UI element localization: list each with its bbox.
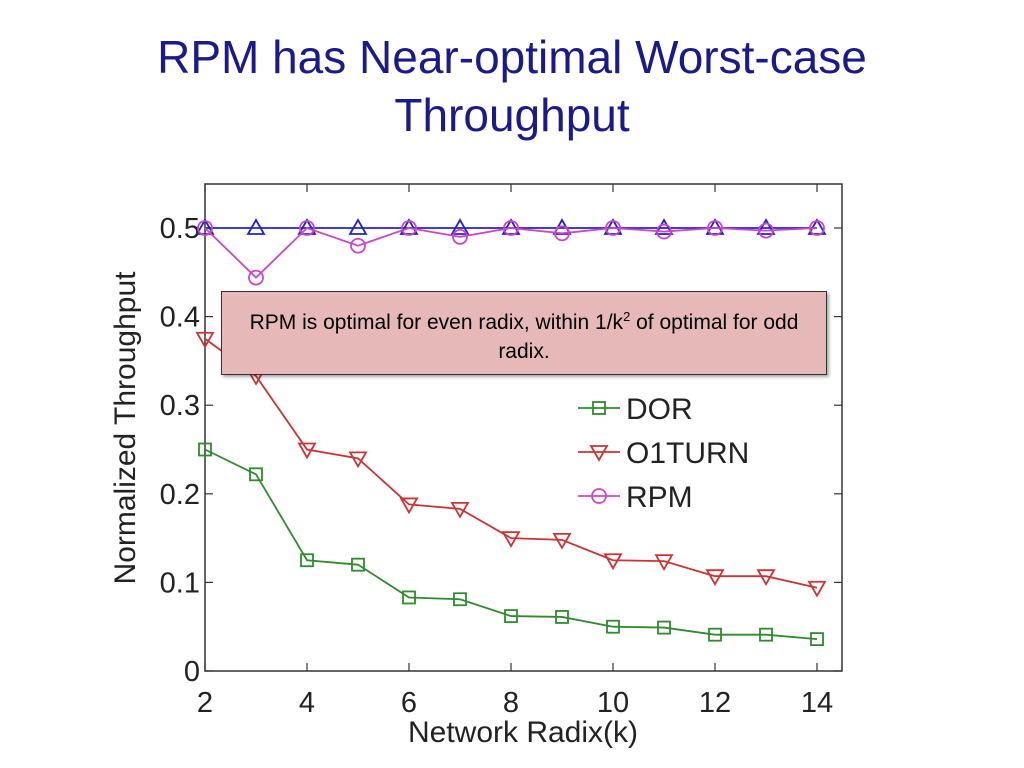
data-point-series-1 <box>501 218 521 235</box>
data-point-rpm <box>809 220 825 236</box>
data-point-o1turn <box>654 554 674 571</box>
data-point-dor <box>759 627 773 642</box>
data-point-rpm <box>503 220 519 236</box>
data-point-dor <box>504 609 518 623</box>
data-point-dor <box>708 627 722 642</box>
data-point-o1turn <box>756 569 776 587</box>
data-point-o1turn <box>807 580 827 598</box>
series-line-dor <box>204 448 818 641</box>
data-point-series-1 <box>195 218 215 235</box>
data-point-series-1 <box>246 218 266 235</box>
data-point-series-1 <box>399 218 419 235</box>
callout-text-before: RPM is optimal for even radix, within 1/… <box>249 311 624 334</box>
x-tick-label: 6 <box>401 687 417 719</box>
data-point-o1turn <box>552 532 572 550</box>
slide-title: RPM has Near-optimal Worst-case Throughp… <box>0 28 1024 144</box>
data-point-rpm <box>401 220 417 236</box>
data-point-o1turn <box>603 553 623 571</box>
data-point-series-1 <box>348 218 368 235</box>
y-tick-label: 0.2 <box>160 479 200 511</box>
data-point-rpm <box>758 222 774 239</box>
legend-label-rpm: RPM <box>626 481 693 514</box>
series-line-rpm <box>204 226 818 279</box>
data-point-series-1 <box>705 218 725 235</box>
data-point-o1turn <box>705 569 725 587</box>
callout-superscript: 2 <box>623 309 631 324</box>
data-point-rpm <box>656 223 672 240</box>
data-point-dor <box>555 610 569 624</box>
x-tick-label: 10 <box>597 687 629 719</box>
data-point-o1turn <box>501 531 521 548</box>
series-o1turn <box>195 331 827 598</box>
slide-title-line-2: Throughput <box>394 89 630 141</box>
data-point-o1turn <box>297 442 317 460</box>
series-dor <box>198 442 824 647</box>
data-point-series-1 <box>450 218 470 235</box>
data-point-rpm <box>554 225 570 242</box>
data-point-rpm <box>605 220 621 236</box>
x-tick-label: 2 <box>197 687 213 719</box>
x-tick-label: 12 <box>699 687 731 719</box>
data-point-dor <box>300 553 314 568</box>
legend: DOR O1TURN RPM <box>578 393 749 514</box>
data-point-rpm <box>299 220 315 236</box>
legend-marker-o1turn <box>589 445 609 462</box>
x-axis-label: Network Radix(k) <box>408 716 638 749</box>
data-point-o1turn <box>450 501 470 519</box>
data-point-series-1 <box>807 218 827 235</box>
axis-ticks: 2 4 6 8 10 12 14 0 0.1 0.2 0.3 0.4 0.5 <box>160 184 842 719</box>
x-tick-label: 14 <box>801 687 833 719</box>
data-point-series-1 <box>297 218 317 235</box>
data-point-rpm <box>248 269 264 286</box>
data-point-rpm <box>350 237 366 254</box>
series-line-o1turn <box>204 338 818 589</box>
data-point-dor <box>810 632 824 647</box>
x-tick-label: 4 <box>299 687 315 719</box>
data-point-o1turn <box>348 451 368 469</box>
data-point-dor <box>198 442 212 457</box>
annotation-callout: RPM is optimal for even radix, within 1/… <box>221 291 827 375</box>
data-point-dor <box>657 620 671 635</box>
data-point-rpm <box>197 220 213 236</box>
data-point-o1turn <box>195 331 215 349</box>
y-tick-label: 0.5 <box>160 213 200 245</box>
legend-label-o1turn: O1TURN <box>626 437 749 470</box>
plot-area <box>204 183 843 672</box>
y-tick-label: 0.3 <box>160 390 200 422</box>
legend-marker-rpm <box>591 488 607 504</box>
series-group <box>195 218 827 647</box>
data-point-dor <box>606 619 620 634</box>
legend-marker-dor <box>592 401 606 415</box>
callout-text-after: of optimal for odd radix. <box>498 311 799 363</box>
x-tick-label: 8 <box>503 687 519 719</box>
data-point-dor <box>402 590 416 605</box>
legend-label-dor: DOR <box>626 393 693 426</box>
y-axis-label: Normalized Throughput <box>109 271 142 585</box>
y-tick-label: 0.1 <box>160 567 200 599</box>
y-tick-label: 0 <box>184 656 200 688</box>
data-point-dor <box>351 557 365 572</box>
data-point-rpm <box>707 220 723 236</box>
slide-title-line-1: RPM has Near-optimal Worst-case <box>157 31 867 83</box>
y-tick-label: 0.4 <box>160 302 200 334</box>
data-point-dor <box>249 467 263 482</box>
data-point-rpm <box>452 228 468 245</box>
data-point-o1turn <box>399 497 419 515</box>
data-point-dor <box>453 592 467 607</box>
data-point-series-1 <box>756 218 776 235</box>
series-rpm <box>197 220 825 286</box>
data-point-series-1 <box>603 218 623 235</box>
data-point-series-1 <box>654 218 674 235</box>
